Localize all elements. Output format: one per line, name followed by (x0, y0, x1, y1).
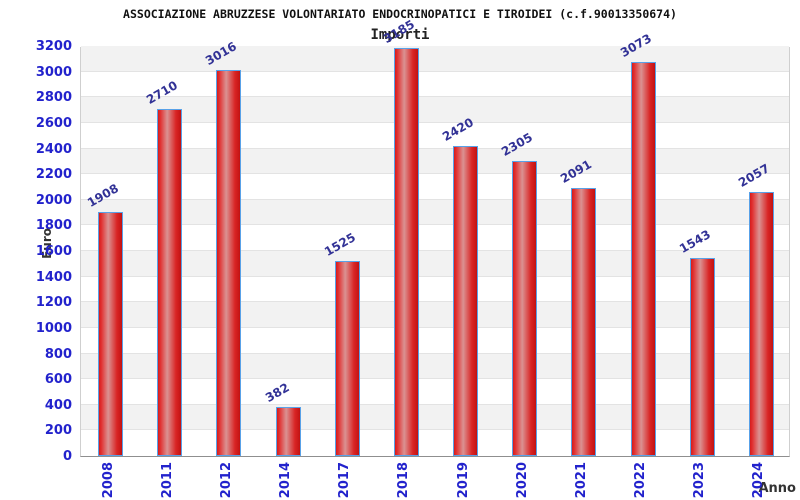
band (81, 302, 789, 328)
y-tick-label: 1600 (35, 244, 72, 259)
gridline (81, 326, 789, 328)
gridline (81, 352, 789, 354)
x-axis-label: Anno (758, 481, 796, 496)
gridline (81, 378, 789, 380)
band (81, 199, 789, 226)
y-tick-label: 3200 (35, 39, 72, 54)
y-tick-label: 800 (44, 346, 72, 362)
gridline (81, 250, 789, 251)
bar (98, 211, 124, 456)
x-tick-label: 2020 (514, 462, 530, 499)
gridline (81, 301, 789, 303)
bar (334, 260, 360, 456)
bar-value-label: 382 (262, 380, 292, 406)
band (81, 251, 789, 277)
y-tick-label: 2600 (35, 115, 72, 131)
gridline (81, 121, 789, 123)
chart-title: ASSOCIAZIONE ABRUZZESE VOLONTARIATO ENDO… (123, 7, 677, 21)
x-tick-label: 2017 (337, 462, 353, 499)
bar (630, 62, 656, 456)
bar (393, 47, 419, 456)
chart-subtitle: Importi (370, 27, 430, 43)
gridline (81, 429, 789, 431)
y-tick-label: 0 (62, 449, 72, 464)
band (81, 353, 789, 380)
band (81, 46, 789, 72)
bar (453, 145, 479, 456)
y-tick-label: 200 (44, 423, 72, 439)
band (81, 97, 789, 123)
bar (689, 258, 715, 456)
y-tick-label: 600 (44, 372, 72, 388)
x-tick-label: 2023 (692, 462, 708, 499)
gridline (81, 96, 789, 98)
gridline (81, 70, 789, 72)
y-tick-label: 2200 (35, 167, 72, 183)
y-tick-label: 1400 (35, 269, 72, 285)
y-tick-label: 400 (44, 397, 72, 413)
bar (571, 188, 597, 456)
x-tick-label: 2021 (573, 462, 589, 499)
bar (512, 160, 538, 456)
y-tick-label: 2400 (35, 141, 72, 157)
gridline (81, 224, 789, 226)
plot-area: 1908 2710 3016 382 1525 3185 2420 2305 2091 3073 1… (80, 17, 790, 457)
y-tick-label: 3000 (35, 64, 72, 80)
x-tick-label: 2018 (396, 462, 412, 499)
y-tick-label: 2000 (35, 192, 72, 208)
bar (157, 108, 183, 456)
band (81, 148, 789, 175)
x-tick-label: 2011 (159, 462, 175, 499)
gridline (81, 147, 789, 149)
x-tick-label: 2022 (633, 462, 649, 499)
x-tick-label: 2014 (278, 462, 294, 499)
x-tick-label: 2019 (455, 462, 471, 499)
y-tick-label: 1800 (35, 218, 72, 234)
x-tick-label: 2024 (751, 462, 767, 499)
x-tick-label: 2008 (100, 462, 116, 499)
band (81, 404, 789, 431)
bar (216, 69, 242, 456)
gridline (81, 173, 789, 175)
gridline (81, 275, 789, 277)
y-tick-label: 1200 (35, 295, 72, 311)
gridline (81, 198, 789, 200)
x-tick-label: 2012 (218, 462, 234, 499)
y-tick-label: 1000 (35, 320, 72, 336)
bar (748, 192, 774, 456)
y-tick-label: 2800 (35, 90, 72, 106)
gridline (81, 403, 789, 405)
bar (275, 407, 301, 456)
